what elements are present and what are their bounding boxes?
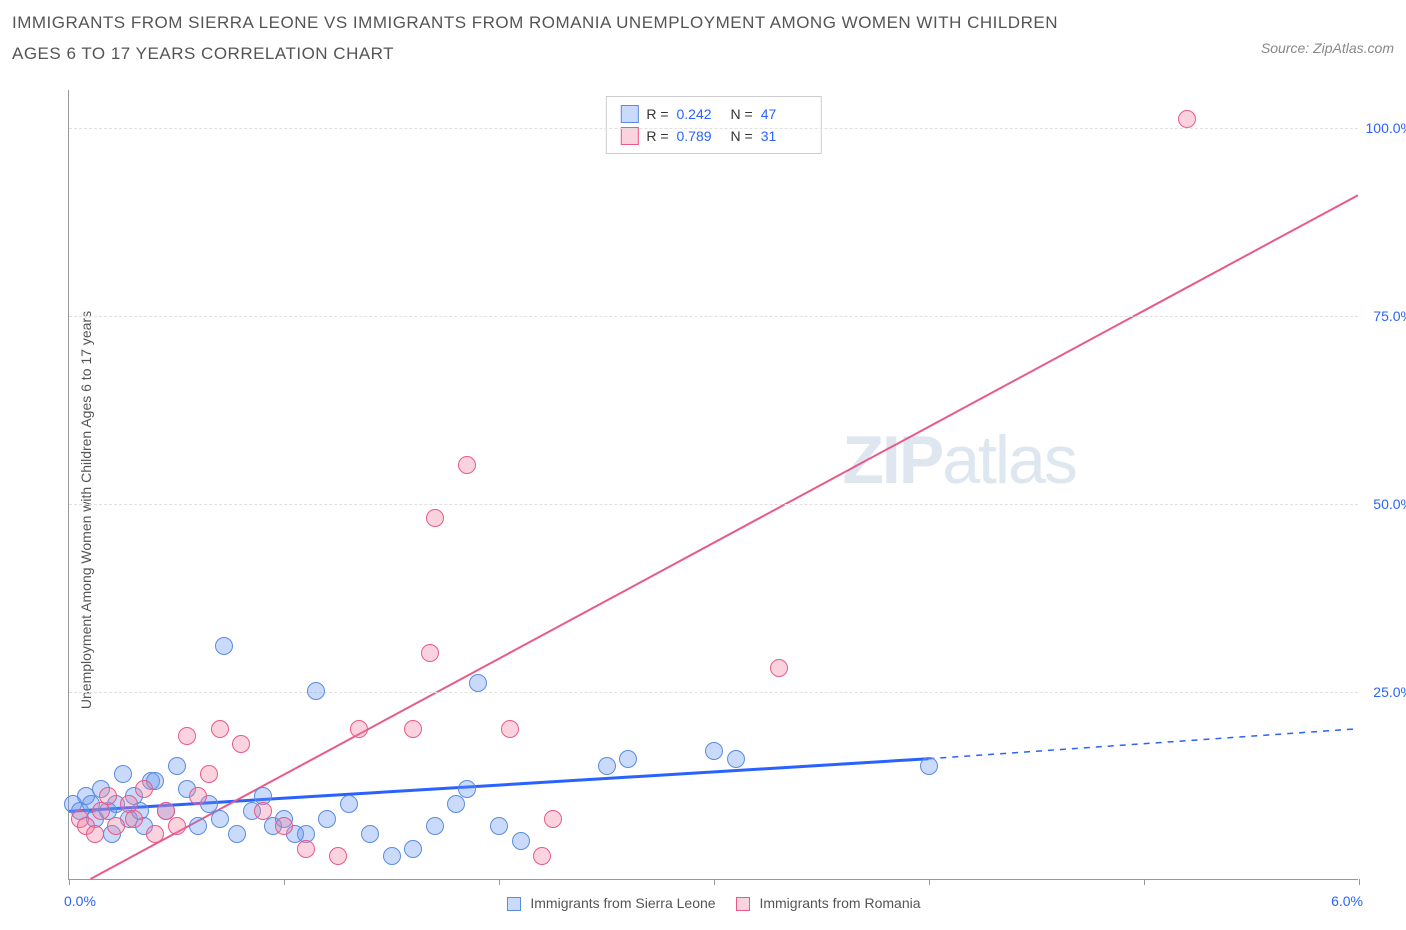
scatter-point (426, 509, 444, 527)
scatter-point (469, 674, 487, 692)
scatter-point (421, 644, 439, 662)
scatter-point (135, 780, 153, 798)
scatter-point (318, 810, 336, 828)
x-axis-min-label: 0.0% (64, 893, 96, 909)
series-b-n-value: 31 (761, 128, 807, 144)
scatter-point (329, 847, 347, 865)
legend-item: Immigrants from Romania (736, 895, 921, 911)
series-a-swatch (620, 105, 638, 123)
scatter-point (727, 750, 745, 768)
scatter-point (232, 735, 250, 753)
series-b-r-value: 0.789 (677, 128, 723, 144)
legend-item: Immigrants from Sierra Leone (506, 895, 715, 911)
trend-line (90, 195, 1358, 879)
series-a-r-value: 0.242 (677, 106, 723, 122)
plot-area: ZIPatlas R = 0.242 N = 47 R = 0.789 N = … (68, 90, 1358, 880)
series-a-legend-swatch (506, 897, 520, 911)
x-tick (69, 879, 70, 885)
header-row: IMMIGRANTS FROM SIERRA LEONE VS IMMIGRAN… (12, 8, 1394, 69)
x-tick (1144, 879, 1145, 885)
scatter-point (544, 810, 562, 828)
source-label: Source: ZipAtlas.com (1261, 40, 1394, 56)
scatter-point (215, 637, 233, 655)
scatter-point (228, 825, 246, 843)
scatter-point (770, 659, 788, 677)
gridline (69, 316, 1358, 317)
chart-container: Unemployment Among Women with Children A… (50, 90, 1390, 880)
scatter-point (512, 832, 530, 850)
scatter-point (426, 817, 444, 835)
scatter-point (211, 720, 229, 738)
y-tick-label: 100.0% (1363, 120, 1406, 136)
scatter-point (254, 802, 272, 820)
scatter-point (178, 727, 196, 745)
scatter-point (619, 750, 637, 768)
x-axis-max-label: 6.0% (1331, 893, 1363, 909)
scatter-point (211, 810, 229, 828)
y-tick-label: 75.0% (1363, 308, 1406, 324)
scatter-point (705, 742, 723, 760)
scatter-point (114, 765, 132, 783)
series-b-legend-swatch (736, 897, 750, 911)
trend-line-extrapolated (928, 729, 1358, 759)
scatter-point (383, 847, 401, 865)
scatter-point (490, 817, 508, 835)
scatter-point (1178, 110, 1196, 128)
r-label: R = (646, 128, 668, 144)
scatter-point (350, 720, 368, 738)
x-tick (929, 879, 930, 885)
scatter-point (168, 757, 186, 775)
scatter-point (200, 765, 218, 783)
scatter-point (598, 757, 616, 775)
scatter-point (361, 825, 379, 843)
series-b-name: Immigrants from Romania (759, 895, 920, 911)
scatter-point (501, 720, 519, 738)
n-label: N = (731, 106, 753, 122)
scatter-point (920, 757, 938, 775)
x-tick (284, 879, 285, 885)
x-tick (714, 879, 715, 885)
gridline (69, 692, 1358, 693)
x-tick (1359, 879, 1360, 885)
r-label: R = (646, 106, 668, 122)
scatter-point (533, 847, 551, 865)
chart-title: IMMIGRANTS FROM SIERRA LEONE VS IMMIGRAN… (12, 8, 1072, 69)
gridline (69, 128, 1358, 129)
scatter-point (107, 817, 125, 835)
stats-legend-row: R = 0.242 N = 47 (620, 103, 806, 125)
scatter-point (404, 840, 422, 858)
x-tick (499, 879, 500, 885)
y-tick-label: 25.0% (1363, 684, 1406, 700)
scatter-point (168, 817, 186, 835)
gridline (69, 504, 1358, 505)
scatter-point (297, 840, 315, 858)
scatter-point (447, 795, 465, 813)
series-a-name: Immigrants from Sierra Leone (530, 895, 715, 911)
scatter-point (146, 825, 164, 843)
y-tick-label: 50.0% (1363, 496, 1406, 512)
scatter-point (404, 720, 422, 738)
series-b-swatch (620, 127, 638, 145)
scatter-point (125, 810, 143, 828)
series-legend: Immigrants from Sierra Leone Immigrants … (506, 895, 920, 911)
scatter-point (458, 456, 476, 474)
series-a-n-value: 47 (761, 106, 807, 122)
scatter-point (99, 787, 117, 805)
scatter-point (189, 817, 207, 835)
scatter-point (340, 795, 358, 813)
stats-legend: R = 0.242 N = 47 R = 0.789 N = 31 (605, 96, 821, 154)
n-label: N = (731, 128, 753, 144)
scatter-point (86, 825, 104, 843)
scatter-point (189, 787, 207, 805)
scatter-point (275, 817, 293, 835)
scatter-point (458, 780, 476, 798)
scatter-point (307, 682, 325, 700)
trend-lines-layer (69, 90, 1358, 879)
